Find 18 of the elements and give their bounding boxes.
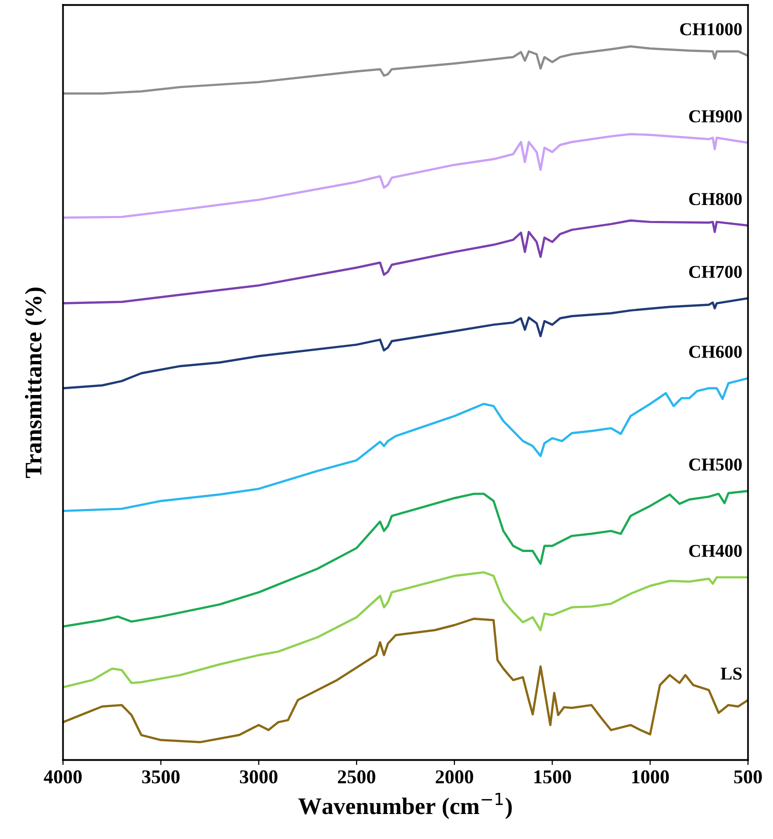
series-label: LS	[720, 668, 742, 680]
series-label: CH800	[689, 192, 742, 206]
x-tick-label: 4000	[44, 770, 82, 784]
x-tick-label: 1000	[632, 770, 669, 784]
series-label: CH900	[689, 110, 742, 122]
x-tick-label: 1500	[534, 770, 571, 784]
y-axis-title: Transmittance (%)	[24, 288, 46, 478]
series-label: CH600	[689, 346, 742, 358]
x-axis-title: Wavenumber (cm$^{−1}$)	[298, 792, 512, 820]
x-tick-label: 3000	[240, 770, 278, 784]
x-tick-label: 500	[734, 770, 762, 784]
series-label: CH1000	[680, 23, 742, 36]
series-label: CH400	[689, 544, 742, 557]
series-label: CH700	[689, 266, 742, 278]
x-tick-label: 2500	[338, 770, 376, 784]
series-label: CH500	[689, 458, 742, 471]
x-tick-label: 3500	[142, 770, 180, 784]
x-tick-label: 2000	[436, 770, 474, 784]
